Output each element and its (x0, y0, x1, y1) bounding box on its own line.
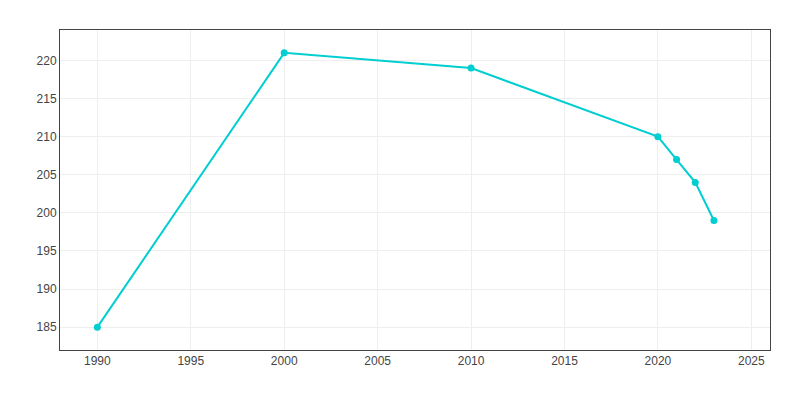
svg-text:195: 195 (37, 244, 57, 258)
svg-text:185: 185 (37, 320, 57, 334)
svg-text:210: 210 (37, 130, 57, 144)
svg-text:2025: 2025 (738, 354, 765, 368)
svg-text:2010: 2010 (458, 354, 485, 368)
svg-text:2020: 2020 (645, 354, 672, 368)
svg-text:205: 205 (37, 168, 57, 182)
svg-text:215: 215 (37, 92, 57, 106)
svg-text:220: 220 (37, 54, 57, 68)
svg-text:2015: 2015 (551, 354, 578, 368)
svg-text:2000: 2000 (271, 354, 298, 368)
svg-text:200: 200 (37, 206, 57, 220)
svg-text:190: 190 (37, 282, 57, 296)
svg-text:1995: 1995 (177, 354, 204, 368)
svg-text:2005: 2005 (364, 354, 391, 368)
svg-text:1990: 1990 (84, 354, 111, 368)
